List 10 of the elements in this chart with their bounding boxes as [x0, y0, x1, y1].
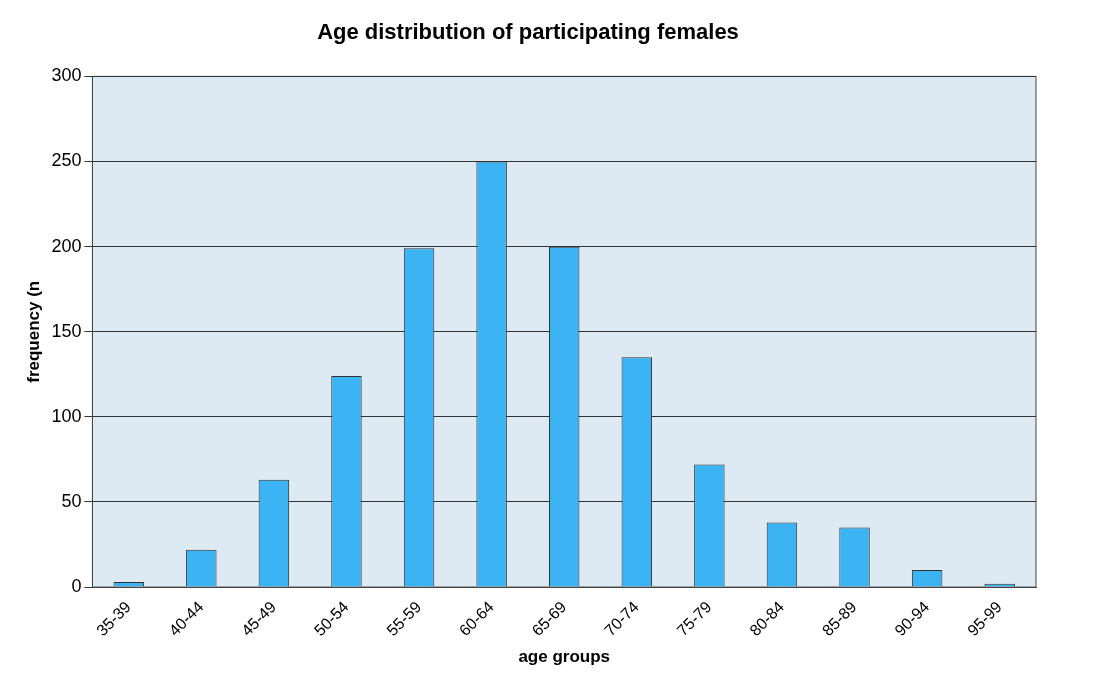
- y-tick-label: 50: [61, 490, 82, 511]
- y-tick-label: 250: [51, 150, 82, 171]
- y-tick-label: 200: [51, 235, 82, 256]
- x-axis-title: age groups: [518, 647, 611, 667]
- y-tick-label: 150: [51, 320, 82, 341]
- y-axis-title: frequency (n: [23, 280, 43, 383]
- chart-title: Age distribution of participating females: [317, 19, 739, 45]
- y-tick-label: 300: [51, 65, 82, 86]
- y-tick-label: 100: [51, 405, 82, 426]
- y-tick-label: 0: [71, 576, 82, 597]
